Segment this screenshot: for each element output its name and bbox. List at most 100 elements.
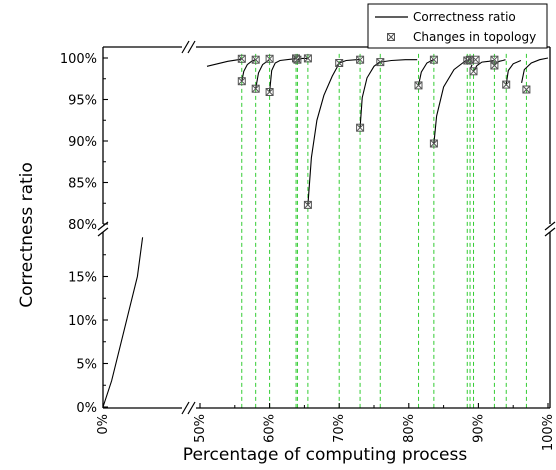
markers [237, 54, 531, 209]
break-slash [187, 401, 196, 415]
marker-cross [376, 58, 385, 66]
topology-change-marker [414, 81, 423, 90]
y-tick-label: 0% [76, 401, 97, 416]
series [102, 57, 549, 408]
marker-box [292, 54, 300, 63]
marker-cross [265, 88, 274, 96]
marker-cross [469, 67, 478, 76]
topology-change-marker [237, 77, 246, 86]
correctness-line-segment [206, 58, 242, 67]
marker-box [490, 61, 499, 70]
topology-change-marker [237, 54, 246, 63]
topology-change-marker [522, 85, 531, 94]
marker-cross [490, 55, 499, 64]
break-slash [97, 227, 109, 237]
marker-box [251, 84, 260, 93]
marker-cross [471, 55, 480, 64]
topology-change-marker [471, 55, 480, 64]
marker-box [293, 55, 302, 64]
legend-marker-swatch [387, 33, 395, 41]
break-slash [181, 401, 190, 415]
topology-change-marker [356, 123, 365, 132]
y-break-right [544, 221, 556, 237]
topology-change-marker [335, 59, 344, 67]
y-break-left [97, 221, 109, 237]
marker-box [265, 54, 274, 63]
legend-label-topology: Changes in topology [413, 30, 536, 44]
x-break-bottom [181, 401, 196, 415]
marker-box [356, 55, 365, 64]
correctness-line-segment [102, 237, 144, 408]
x-tick-label: 100% [541, 414, 556, 451]
marker-cross [356, 55, 364, 64]
axes [97, 40, 556, 415]
marker-box [466, 55, 474, 64]
topology-change-marker [356, 55, 365, 64]
correctness-line-segment [255, 59, 270, 89]
correctness-line-segment [307, 64, 339, 205]
marker-box [251, 55, 260, 64]
topology-guides [241, 53, 527, 408]
marker-box [429, 55, 438, 64]
topology-change-marker [293, 55, 302, 64]
x-tick-label: 90% [471, 414, 486, 443]
marker-box [303, 54, 312, 63]
topology-change-marker [251, 84, 260, 93]
legend-box [367, 3, 548, 49]
break-slash [181, 40, 190, 54]
break-slash [187, 40, 196, 54]
marker-cross [502, 80, 511, 89]
break-slash [97, 221, 109, 231]
y-tick-label: 10% [68, 314, 97, 329]
break-slash [544, 221, 556, 231]
topology-change-marker [429, 139, 438, 148]
marker-cross [463, 56, 472, 65]
y-tick-label: 80% [68, 218, 97, 233]
topology-change-marker [502, 80, 511, 89]
marker-cross [430, 139, 438, 148]
marker-cross [430, 55, 438, 64]
y-axis-title: Correctness ratio [17, 162, 37, 308]
x-tick-label: 0% [96, 414, 111, 435]
y-tick-label: 15% [68, 271, 97, 286]
correctness-line-segment [380, 59, 418, 63]
marker-box [471, 55, 480, 64]
marker-box [237, 77, 246, 86]
marker-box [469, 67, 478, 76]
marker-box [265, 88, 274, 96]
topology-change-marker [429, 55, 438, 64]
x-break-top [181, 40, 196, 54]
marker-cross [251, 55, 260, 64]
correctness-line-segment [493, 59, 506, 66]
marker-cross [335, 59, 344, 67]
marker-cross [265, 54, 274, 63]
x-tick-label: 50% [193, 414, 208, 443]
marker-box [303, 200, 312, 209]
marker-cross [251, 84, 260, 93]
topology-change-marker [490, 55, 499, 64]
correctness-line-segment [269, 57, 297, 93]
break-slash [544, 227, 556, 237]
marker-cross [522, 85, 531, 94]
y-tick-label: 5% [76, 358, 97, 373]
topology-change-marker [376, 58, 385, 67]
topology-change-marker [303, 54, 312, 63]
marker-box [237, 54, 246, 63]
x-tick-label: 70% [332, 414, 347, 443]
x-tick-label: 80% [402, 414, 417, 443]
topology-change-marker [251, 55, 260, 64]
correctness-line-segment [505, 59, 522, 85]
correctness-line-segment [433, 60, 467, 144]
y-tick-label: 85% [68, 177, 97, 192]
correctness-line-segment [521, 57, 549, 84]
marker-cross [237, 54, 246, 63]
x-axis-title: Percentage of computing process [183, 445, 468, 465]
topology-change-marker [265, 88, 274, 96]
topology-change-marker [469, 67, 478, 76]
y-tick-label: 100% [60, 52, 97, 67]
marker-box [335, 59, 344, 67]
marker-box [356, 123, 365, 132]
marker-box [490, 55, 499, 64]
ticks: 0% 5% 10% 15% 80% 85% 90% 95% 100% 0% 50% 60% 70% 80%… [60, 52, 556, 451]
